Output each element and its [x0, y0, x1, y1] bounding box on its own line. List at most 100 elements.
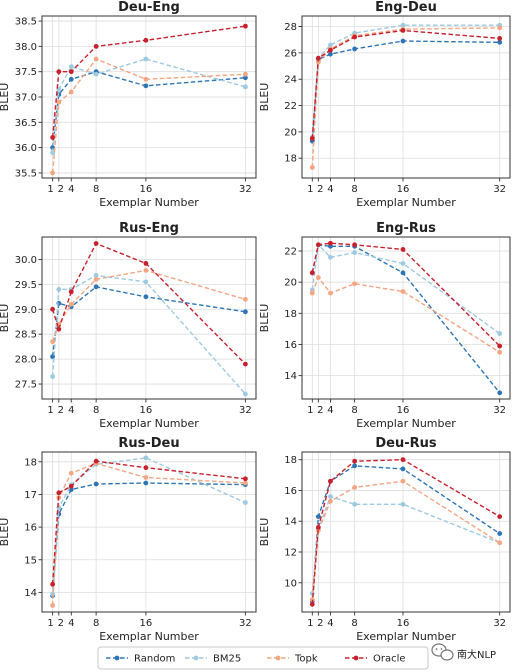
x-tick-label: 8: [93, 184, 99, 195]
data-point: [497, 39, 503, 45]
data-point: [50, 581, 56, 587]
x-tick-label: 32: [493, 618, 506, 629]
y-axis-label: BLEU: [0, 304, 11, 333]
plot-frame: [301, 15, 511, 179]
y-tick-label: 16: [284, 340, 297, 351]
data-point: [143, 37, 149, 43]
series-bm25: [50, 455, 248, 597]
x-tick-label: 2: [58, 184, 64, 195]
data-point: [143, 76, 149, 82]
data-point: [309, 601, 315, 607]
y-axis-label: BLEU: [258, 304, 271, 333]
x-tick-label: 4: [68, 618, 74, 629]
data-point: [400, 38, 406, 44]
data-point: [400, 478, 406, 484]
y-tick-label: 30.0: [15, 255, 37, 266]
legend-item-bm25: BM25: [185, 654, 241, 665]
y-tick-label: 36.5: [15, 118, 37, 129]
x-tick-label: 2: [317, 618, 323, 629]
x-tick-label: 32: [239, 618, 252, 629]
x-tick-label: 4: [327, 618, 333, 629]
series-line: [51, 58, 246, 173]
y-axis-label: BLEU: [258, 518, 271, 547]
x-axis-label: Exemplar Number: [99, 196, 199, 209]
y-tick-label: 12: [284, 548, 297, 559]
data-point: [497, 531, 503, 536]
series-oracle: [50, 458, 248, 587]
y-tick-label: 18: [24, 457, 37, 468]
chart-panel-1: 1 2 4 8 16 32 35.5 36.0 36.5 37.0 37.5 38.0 38.5 Deu-…: [0, 0, 257, 209]
data-point: [400, 261, 406, 266]
data-point: [315, 55, 321, 61]
data-point: [400, 22, 406, 28]
series-line: [311, 29, 500, 139]
data-point: [328, 498, 333, 504]
data-point: [242, 480, 248, 486]
y-tick-label: 16: [284, 486, 297, 497]
y-tick-label: 28: [284, 22, 297, 33]
x-axis-label: Exemplar Number: [356, 196, 456, 209]
legend-label: Oracle: [373, 654, 406, 665]
y-tick-label: 37.0: [15, 93, 37, 104]
y-tick-label: 38.0: [15, 42, 37, 53]
series-bm25: [309, 22, 503, 140]
data-point: [68, 69, 74, 75]
y-tick-label: 18: [284, 455, 297, 466]
data-point: [56, 99, 62, 105]
series-line: [311, 24, 500, 138]
x-tick-label: 8: [93, 618, 99, 629]
series-line: [311, 480, 501, 600]
data-point: [56, 326, 62, 332]
data-point: [497, 343, 503, 349]
series-oracle: [309, 28, 503, 141]
plot-frame: [301, 451, 511, 613]
y-tick-label: 26: [284, 48, 297, 59]
y-tick-label: 24: [284, 75, 297, 86]
x-tick-label: 8: [93, 405, 99, 416]
y-tick-label: 28.0: [15, 355, 37, 366]
series-bm25: [309, 494, 503, 596]
y-tick-label: 18: [284, 154, 297, 165]
data-point: [56, 69, 62, 75]
y-tick-label: 27.5: [15, 380, 37, 391]
legend-label: Topk: [294, 654, 318, 665]
y-tick-label: 10: [284, 578, 297, 589]
watermark: 南大NLP: [431, 643, 496, 661]
data-point: [497, 35, 503, 41]
y-tick-label: 20: [284, 278, 297, 289]
data-point: [352, 242, 358, 248]
data-point: [143, 465, 149, 471]
data-point: [143, 279, 149, 285]
y-tick-label: 28.5: [15, 330, 37, 341]
series-oracle: [309, 457, 503, 607]
x-axis-label: Exemplar Number: [356, 630, 456, 643]
series-topk: [50, 56, 248, 176]
chart-panel-4: 1 2 4 8 16 32 14 16 18 20 22 Eng-Rus Exemplar Number…: [258, 221, 511, 430]
x-tick-label: 16: [397, 184, 410, 195]
data-point: [400, 289, 406, 294]
data-point: [68, 289, 74, 295]
data-point: [50, 145, 56, 151]
data-point: [50, 135, 56, 140]
data-point: [68, 64, 74, 70]
data-point: [93, 241, 99, 246]
watermark-text: 南大NLP: [457, 648, 496, 661]
data-point: [352, 34, 358, 40]
series-oracle: [50, 23, 248, 140]
data-point: [328, 47, 333, 53]
y-tick-label: 18: [284, 309, 297, 320]
x-tick-label: 2: [58, 618, 64, 629]
chart-panels: 1 2 4 8 16 3235.536.036.537.037.538.038.5Deu-…: [0, 0, 511, 643]
series-line: [311, 458, 501, 605]
data-point: [328, 42, 333, 48]
x-tick-label: 1: [47, 184, 53, 195]
grid: [302, 452, 510, 612]
y-tick-label: 17: [24, 490, 37, 501]
data-point: [50, 339, 56, 345]
x-tick-label: 1: [307, 405, 313, 416]
y-tick-label: 22: [284, 247, 297, 258]
legend: Random BM25 Topk Oracle: [97, 646, 429, 670]
x-tick-label: 8: [351, 184, 357, 195]
data-point: [143, 480, 149, 486]
legend-item-random: Random: [106, 654, 175, 665]
